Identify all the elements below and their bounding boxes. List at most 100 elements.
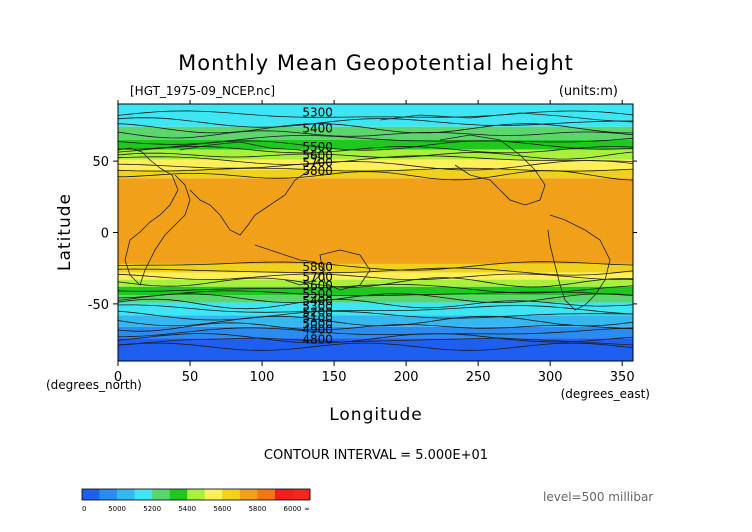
- x-tick-label: 300: [538, 370, 563, 385]
- colorbar-tick-label: 0: [82, 505, 86, 513]
- contour-line: [118, 333, 633, 344]
- contour-label: 5500: [302, 140, 333, 154]
- colorbar-segment: [82, 489, 100, 500]
- contour-line: [118, 123, 633, 134]
- coastline-australia: [319, 249, 371, 291]
- contour-label: 5700: [302, 270, 333, 284]
- colorbar-segment: [187, 489, 206, 500]
- contour-label: 5300: [302, 106, 333, 120]
- contour-line: [118, 261, 633, 271]
- coastline-south-america: [547, 214, 611, 311]
- contour-label: 5100: [302, 311, 333, 325]
- contour-line: [118, 293, 633, 304]
- contour-line: [118, 117, 633, 128]
- contour-line: [118, 146, 633, 154]
- color-bands: [118, 104, 633, 361]
- coastline-antarctica: [118, 337, 633, 346]
- file-label: [HGT_1975-09_NCEP.nc]: [130, 84, 275, 98]
- x-tick-label: 50: [182, 370, 199, 385]
- contour-line: [118, 110, 633, 118]
- y-axis-label: Latitude: [55, 193, 75, 271]
- contour-line: [118, 310, 633, 321]
- contour-line: [118, 284, 633, 294]
- colorbar-segment: [204, 489, 223, 500]
- contour-label: 5200: [302, 305, 333, 319]
- contour-lines: [118, 110, 633, 351]
- contour-label: 5700: [302, 156, 333, 170]
- colorbar-segment: [257, 489, 276, 500]
- colorbar-segment: [169, 489, 188, 500]
- color-band: [118, 149, 633, 160]
- units-label: (units:m): [559, 84, 618, 99]
- contour-line: [118, 267, 633, 276]
- contour-label: 5400: [302, 294, 333, 308]
- colorbar-segment: [222, 489, 241, 500]
- contour-label: 5800: [302, 164, 333, 178]
- color-band: [118, 315, 633, 327]
- contour-line: [118, 160, 633, 171]
- color-band: [118, 279, 633, 287]
- contour-line: [118, 290, 633, 299]
- coastline-europe-africa: [118, 147, 191, 286]
- level-text: level=500 millibar: [543, 490, 653, 504]
- color-band: [118, 104, 633, 127]
- color-band: [118, 338, 633, 361]
- x-axis-ticks: 0 50 100 150 200 250 300 350: [114, 100, 635, 385]
- contour-line: [118, 151, 633, 160]
- contour-label: 5600: [302, 148, 333, 162]
- colorbar-segment: [152, 489, 170, 500]
- contour-labels: 5300540055005600570058005800570056005500…: [302, 106, 333, 347]
- contour-label: 5800: [302, 260, 333, 274]
- coastline-north-america: [439, 134, 546, 206]
- colorbar-segment: [292, 489, 311, 500]
- contour-line: [118, 327, 633, 338]
- colorbar-tick-label: 5600: [213, 505, 231, 513]
- plot-area: 5300540055005600570058005800570056005500…: [118, 104, 633, 361]
- color-band: [118, 139, 633, 150]
- contour-line: [118, 155, 633, 165]
- colorbar-tick-label: 5400: [178, 505, 196, 513]
- color-band: [118, 295, 633, 303]
- contour-label: 5600: [302, 278, 333, 292]
- contour-label: 5000: [302, 317, 333, 331]
- x-unit-label: (degrees_east): [561, 387, 650, 401]
- colorbar: [81, 488, 311, 501]
- y-unit-label: (degrees_north): [46, 378, 142, 392]
- color-band: [118, 159, 633, 170]
- y-tick-label: -50: [88, 298, 109, 313]
- colorbar-segment: [274, 489, 293, 500]
- x-tick-label: 250: [466, 370, 491, 385]
- contour-line: [118, 277, 633, 288]
- colorbar-tick-label: 5200: [143, 505, 161, 513]
- y-tick-label: 0: [101, 227, 109, 242]
- coastline-islands: [254, 244, 326, 286]
- contour-label: 4900: [302, 323, 333, 337]
- x-tick-label: 100: [250, 370, 275, 385]
- contour-line: [118, 170, 633, 181]
- color-band: [118, 169, 633, 179]
- colorbar-segment: [134, 489, 153, 500]
- colorbar-tick-label: ∞: [304, 505, 310, 513]
- x-axis-label: Longitude: [329, 405, 423, 425]
- color-band: [118, 178, 633, 264]
- color-band: [118, 126, 633, 140]
- contour-label: 4800: [302, 333, 333, 347]
- coastline-outlines: [118, 112, 633, 346]
- contour-line: [118, 140, 633, 151]
- x-tick-label: 0: [114, 370, 122, 385]
- x-tick-label: 200: [394, 370, 419, 385]
- color-band: [118, 286, 633, 296]
- y-axis-ticks: 50 0 -50: [88, 155, 637, 313]
- color-band: [118, 272, 633, 280]
- color-band: [118, 263, 633, 273]
- contour-interval-text: CONTOUR INTERVAL = 5.000E+01: [264, 448, 488, 463]
- contour-line: [118, 342, 633, 351]
- y-tick-label: 50: [92, 155, 109, 170]
- colorbar-tick-label: 6000: [284, 505, 302, 513]
- contour-label: 5300: [302, 300, 333, 314]
- color-band: [118, 326, 633, 339]
- contour-line: [118, 130, 633, 139]
- contour-line: [118, 304, 633, 315]
- x-tick-label: 350: [610, 370, 635, 385]
